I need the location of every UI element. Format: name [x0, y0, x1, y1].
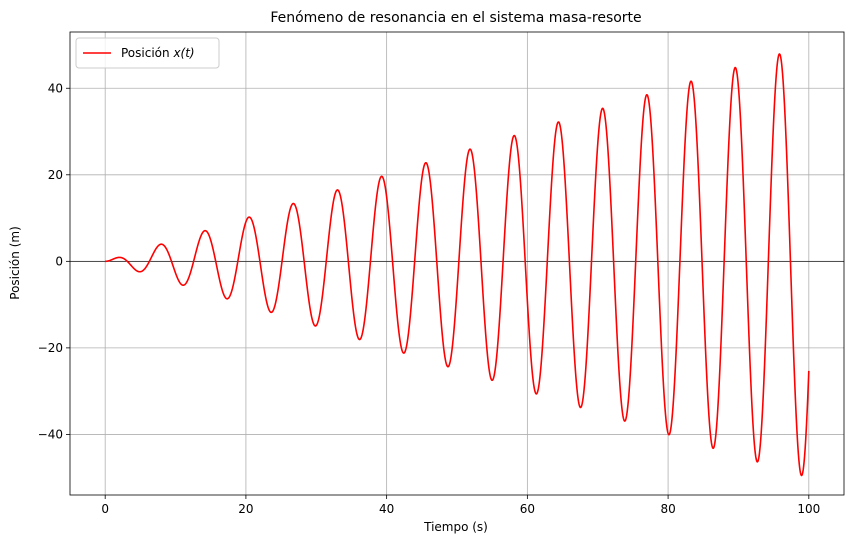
x-tick-label: 0 [101, 502, 109, 516]
y-tick-label: −20 [38, 341, 63, 355]
y-tick-label: 20 [48, 168, 63, 182]
chart-title: Fenómeno de resonancia en el sistema mas… [270, 10, 641, 26]
y-tick-label: −40 [38, 427, 63, 441]
legend-box [75, 37, 220, 69]
y-axis-label: Posición (m) [8, 226, 22, 299]
y-tick-label: 0 [55, 254, 63, 268]
x-tick-label: 20 [238, 502, 253, 516]
legend-label-main: Posición [121, 46, 173, 60]
x-axis: 0 20 40 60 80 100 [101, 495, 820, 516]
legend-label: Posición x(t) [121, 46, 195, 60]
y-axis: −40 −20 0 20 40 [38, 81, 70, 441]
legend: Posición x(t) [75, 37, 220, 69]
plot-frame [69, 31, 845, 496]
x-tick-label: 40 [379, 502, 394, 516]
x-axis-label: Tiempo (s) [423, 520, 488, 534]
legend-label-math: x(t) [172, 46, 194, 60]
x-tick-label: 80 [660, 502, 675, 516]
x-tick-label: 100 [797, 502, 820, 516]
series-line-position [105, 53, 810, 477]
y-tick-label: 40 [48, 81, 63, 95]
x-tick-label: 60 [520, 502, 535, 516]
